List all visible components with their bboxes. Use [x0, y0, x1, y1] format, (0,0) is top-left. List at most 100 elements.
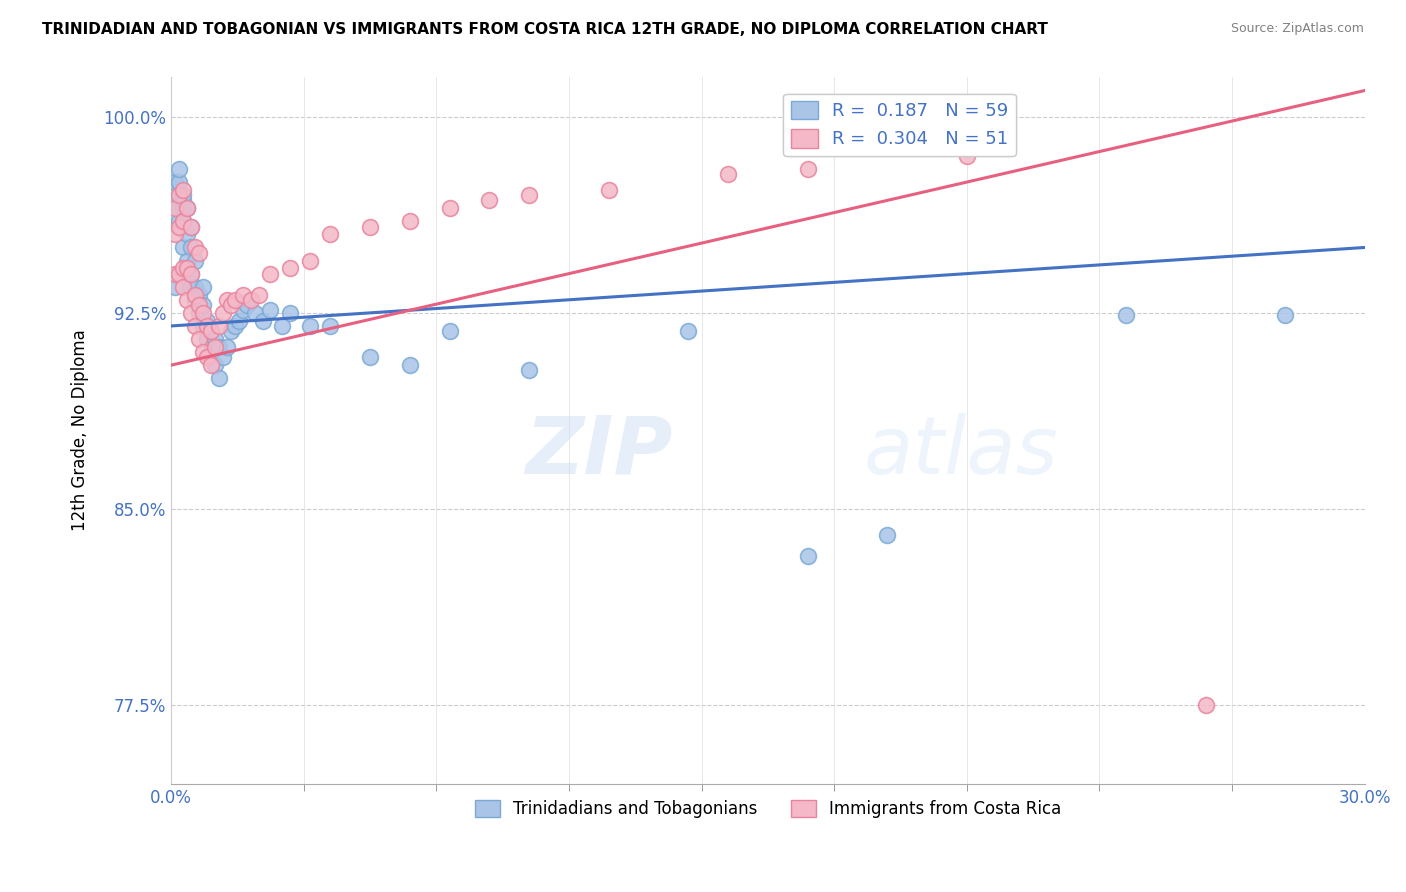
Point — [184, 318, 207, 333]
Point — [163, 267, 186, 281]
Point — [239, 293, 262, 307]
Point — [195, 351, 218, 365]
Point — [796, 161, 818, 176]
Point — [191, 306, 214, 320]
Point — [172, 183, 194, 197]
Point — [398, 214, 420, 228]
Point — [1274, 309, 1296, 323]
Point — [259, 267, 281, 281]
Point — [208, 340, 231, 354]
Point — [180, 219, 202, 234]
Point — [191, 318, 214, 333]
Point — [167, 219, 190, 234]
Point — [271, 318, 294, 333]
Point — [796, 549, 818, 563]
Point — [717, 167, 740, 181]
Point — [195, 318, 218, 333]
Point — [195, 314, 218, 328]
Point — [163, 188, 186, 202]
Point — [398, 358, 420, 372]
Point — [163, 201, 186, 215]
Point — [163, 175, 186, 189]
Point — [478, 194, 501, 208]
Point — [180, 306, 202, 320]
Point — [172, 188, 194, 202]
Point — [167, 201, 190, 215]
Point — [187, 306, 209, 320]
Point — [195, 332, 218, 346]
Point — [211, 306, 233, 320]
Point — [208, 371, 231, 385]
Point — [172, 201, 194, 215]
Point — [359, 351, 381, 365]
Point — [200, 358, 222, 372]
Point — [163, 227, 186, 242]
Point — [247, 287, 270, 301]
Point — [204, 332, 226, 346]
Point — [200, 345, 222, 359]
Point — [204, 340, 226, 354]
Point — [299, 318, 322, 333]
Point — [228, 314, 250, 328]
Point — [200, 324, 222, 338]
Point — [187, 245, 209, 260]
Point — [184, 293, 207, 307]
Text: ZIP: ZIP — [524, 413, 672, 491]
Point — [280, 261, 302, 276]
Point — [224, 318, 246, 333]
Point — [172, 194, 194, 208]
Point — [167, 188, 190, 202]
Point — [191, 298, 214, 312]
Point — [176, 201, 198, 215]
Point — [678, 324, 700, 338]
Point — [187, 287, 209, 301]
Y-axis label: 12th Grade, No Diploma: 12th Grade, No Diploma — [72, 330, 89, 532]
Point — [219, 298, 242, 312]
Text: atlas: atlas — [863, 413, 1059, 491]
Point — [167, 175, 190, 189]
Point — [167, 161, 190, 176]
Point — [876, 528, 898, 542]
Point — [215, 293, 238, 307]
Point — [439, 201, 461, 215]
Point — [232, 287, 254, 301]
Point — [319, 318, 342, 333]
Point — [243, 306, 266, 320]
Legend: Trinidadians and Tobagonians, Immigrants from Costa Rica: Trinidadians and Tobagonians, Immigrants… — [468, 793, 1067, 825]
Point — [439, 324, 461, 338]
Point — [167, 214, 190, 228]
Point — [180, 240, 202, 254]
Point — [215, 340, 238, 354]
Point — [191, 279, 214, 293]
Point — [208, 318, 231, 333]
Point — [167, 267, 190, 281]
Point — [187, 332, 209, 346]
Point — [359, 219, 381, 234]
Point — [956, 149, 979, 163]
Point — [259, 303, 281, 318]
Point — [319, 227, 342, 242]
Point — [184, 287, 207, 301]
Point — [1194, 698, 1216, 713]
Point — [219, 324, 242, 338]
Point — [184, 279, 207, 293]
Point — [163, 279, 186, 293]
Point — [200, 324, 222, 338]
Point — [180, 267, 202, 281]
Point — [517, 188, 540, 202]
Point — [176, 227, 198, 242]
Point — [172, 261, 194, 276]
Point — [204, 358, 226, 372]
Point — [172, 279, 194, 293]
Point — [191, 345, 214, 359]
Point — [235, 298, 257, 312]
Point — [184, 240, 207, 254]
Point — [232, 303, 254, 318]
Text: TRINIDADIAN AND TOBAGONIAN VS IMMIGRANTS FROM COSTA RICA 12TH GRADE, NO DIPLOMA : TRINIDADIAN AND TOBAGONIAN VS IMMIGRANTS… — [42, 22, 1047, 37]
Point — [187, 298, 209, 312]
Point — [172, 240, 194, 254]
Point — [224, 293, 246, 307]
Point — [176, 253, 198, 268]
Point — [172, 214, 194, 228]
Point — [180, 267, 202, 281]
